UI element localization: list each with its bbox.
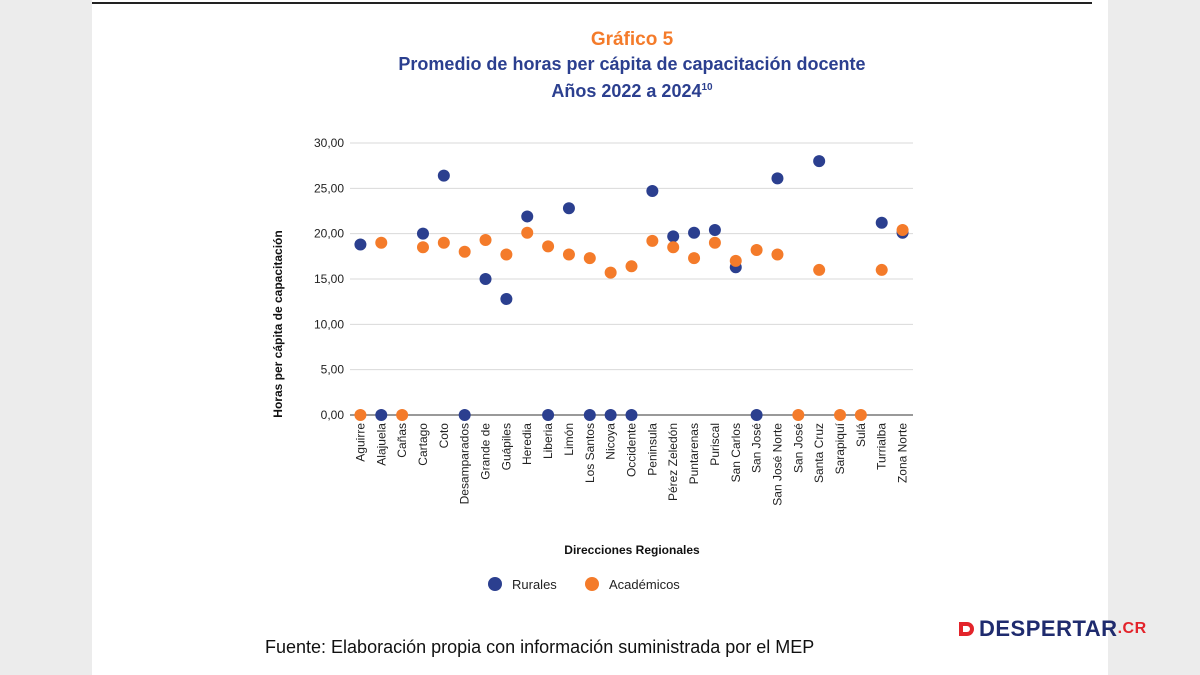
x-tick-label: Alajuela: [374, 423, 388, 466]
data-point-academicos: [813, 264, 825, 276]
data-point-academicos: [688, 252, 700, 264]
data-point-academicos: [855, 409, 867, 421]
x-tick-label: Puntarenas: [687, 423, 701, 484]
data-point-rurales: [626, 409, 638, 421]
data-point-academicos: [667, 241, 679, 253]
data-point-rurales: [709, 224, 721, 236]
data-point-academicos: [626, 260, 638, 272]
x-tick-label: Los Santos: [583, 423, 597, 483]
y-tick-label: 0,00: [321, 408, 345, 422]
x-tick-label: Puriscal: [708, 423, 722, 466]
data-point-academicos: [730, 255, 742, 267]
data-point-academicos: [354, 409, 366, 421]
x-tick-label: Sarapiquí: [833, 422, 847, 474]
data-point-rurales: [480, 273, 492, 285]
data-point-rurales: [751, 409, 763, 421]
source-note: Fuente: Elaboración propia con informaci…: [265, 637, 814, 658]
data-point-rurales: [521, 210, 533, 222]
data-point-academicos: [605, 267, 617, 279]
x-tick-label: Pérez Zeledón: [666, 423, 680, 501]
y-tick-label: 5,00: [321, 363, 345, 377]
legend-marker: [488, 577, 502, 591]
data-point-academicos: [876, 264, 888, 276]
x-tick-label: Grande de: [479, 423, 493, 480]
data-point-rurales: [459, 409, 471, 421]
data-point-rurales: [813, 155, 825, 167]
despertar-logo: DESPERTAR .CR: [958, 616, 1147, 642]
data-point-academicos: [834, 409, 846, 421]
data-point-rurales: [563, 202, 575, 214]
data-point-rurales: [605, 409, 617, 421]
data-point-academicos: [563, 249, 575, 261]
y-tick-label: 10,00: [314, 317, 344, 331]
data-point-academicos: [584, 252, 596, 264]
x-tick-label: Nicoya: [604, 423, 618, 460]
data-point-academicos: [897, 224, 909, 236]
legend-label: Rurales: [512, 577, 557, 592]
data-point-academicos: [792, 409, 804, 421]
x-tick-label: Heredia: [520, 423, 534, 465]
legend-label: Académicos: [609, 577, 680, 592]
y-axis-label: Horas per cápita de capacitación: [271, 230, 285, 417]
data-point-rurales: [375, 409, 387, 421]
data-point-academicos: [417, 241, 429, 253]
data-point-academicos: [396, 409, 408, 421]
x-tick-label: Cañas: [395, 423, 409, 458]
data-point-academicos: [480, 234, 492, 246]
data-point-rurales: [876, 217, 888, 229]
x-tick-label: Sulá: [854, 423, 868, 447]
x-tick-label: Peninsula: [645, 423, 659, 476]
data-point-academicos: [646, 235, 658, 247]
data-point-rurales: [438, 170, 450, 182]
data-point-academicos: [375, 237, 387, 249]
x-tick-label: Santa Cruz: [812, 423, 826, 483]
data-point-rurales: [354, 239, 366, 251]
data-point-rurales: [417, 228, 429, 240]
x-tick-label: San José: [791, 423, 805, 473]
y-tick-label: 15,00: [314, 272, 344, 286]
data-point-rurales: [646, 185, 658, 197]
logo-suffix-text: .CR: [1118, 620, 1147, 638]
logo-main-text: DESPERTAR: [979, 616, 1118, 642]
logo-d-icon: [958, 620, 976, 638]
x-tick-label: Aguirre: [353, 423, 367, 462]
x-tick-label: San José: [750, 423, 764, 473]
x-tick-label: San Carlos: [729, 423, 743, 482]
y-tick-label: 25,00: [314, 181, 344, 195]
data-point-academicos: [459, 246, 471, 258]
x-tick-label: Zona Norte: [896, 423, 910, 483]
data-point-academicos: [542, 240, 554, 252]
y-tick-label: 20,00: [314, 227, 344, 241]
data-point-rurales: [542, 409, 554, 421]
x-tick-label: Coto: [437, 423, 451, 449]
x-axis-label: Direcciones Regionales: [564, 543, 700, 557]
data-point-rurales: [500, 293, 512, 305]
x-tick-label: Guápiles: [499, 423, 513, 470]
data-point-academicos: [751, 244, 763, 256]
x-tick-label: Liberia: [541, 423, 555, 459]
data-point-academicos: [438, 237, 450, 249]
data-point-academicos: [771, 249, 783, 261]
data-point-rurales: [771, 172, 783, 184]
x-tick-label: Cartago: [416, 423, 430, 466]
data-point-rurales: [584, 409, 596, 421]
y-tick-label: 30,00: [314, 136, 344, 150]
x-tick-label: Turrialba: [875, 423, 889, 470]
data-point-academicos: [521, 227, 533, 239]
x-tick-label: Occidente: [625, 423, 639, 477]
legend-marker: [585, 577, 599, 591]
data-point-academicos: [500, 249, 512, 261]
data-point-rurales: [688, 227, 700, 239]
x-tick-label: Limón: [562, 423, 576, 456]
data-point-rurales: [667, 230, 679, 242]
data-point-academicos: [709, 237, 721, 249]
x-tick-label: San José Norte: [770, 423, 784, 506]
x-tick-label: Desamparados: [458, 423, 472, 504]
